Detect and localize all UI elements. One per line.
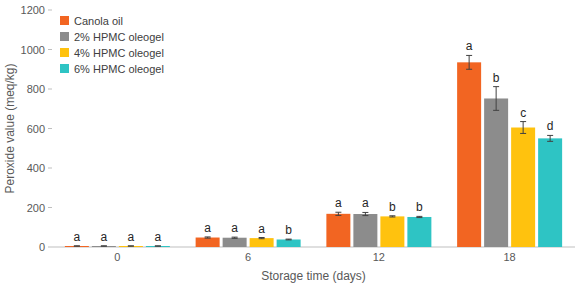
significance-letter: d xyxy=(547,119,554,133)
significance-letter: a xyxy=(155,230,162,244)
error-bar xyxy=(286,239,292,241)
y-tick xyxy=(48,128,52,129)
legend-swatch xyxy=(60,32,69,41)
error-bar xyxy=(335,212,341,215)
y-tick-label: 400 xyxy=(27,162,45,174)
bar xyxy=(250,238,274,247)
bar xyxy=(277,239,301,247)
legend-swatch xyxy=(60,48,69,57)
significance-letter: b xyxy=(493,71,500,85)
legend-label: 6% HPMC oleogel xyxy=(74,63,164,75)
x-axis-title: Storage time (days) xyxy=(261,269,366,283)
x-tick-label: 6 xyxy=(245,251,251,263)
y-tick xyxy=(48,89,52,90)
error-bar xyxy=(547,135,553,141)
y-tick xyxy=(48,247,52,248)
y-tick xyxy=(48,10,52,11)
significance-letter: a xyxy=(128,230,135,244)
error-bar xyxy=(416,216,422,217)
significance-letter: b xyxy=(389,200,396,214)
error-bar xyxy=(101,245,107,246)
letters: a a a a a a a b a a b c a b b d xyxy=(74,39,554,243)
bar xyxy=(484,98,508,247)
significance-letter: a xyxy=(74,230,81,244)
bar xyxy=(196,238,220,247)
significance-letter: a xyxy=(466,39,473,53)
significance-letter: a xyxy=(362,196,369,210)
bar xyxy=(65,246,89,247)
y-tick xyxy=(48,168,52,169)
legend-swatch xyxy=(60,64,69,73)
bar xyxy=(457,62,481,247)
bar xyxy=(511,128,535,247)
error-bar xyxy=(466,55,472,69)
legend-swatch xyxy=(60,16,69,25)
y-tick-label: 1000 xyxy=(21,44,45,56)
bar xyxy=(326,214,350,247)
y-tick-label: 800 xyxy=(27,83,45,95)
significance-letter: a xyxy=(101,230,108,244)
significance-letter: c xyxy=(520,106,526,120)
error-bar xyxy=(232,237,238,238)
y-tick xyxy=(48,207,52,208)
bar xyxy=(538,138,562,247)
bar xyxy=(407,217,431,247)
significance-letter: a xyxy=(204,221,211,235)
error-bar xyxy=(389,216,395,217)
error-bar xyxy=(74,245,80,246)
bar xyxy=(223,238,247,247)
significance-letter: b xyxy=(285,223,292,237)
error-bar xyxy=(362,212,368,215)
y-axis-title: Peroxide value (meq/kg) xyxy=(3,63,17,193)
significance-letter: a xyxy=(258,222,265,236)
legend-label: 2% HPMC oleogel xyxy=(74,31,164,43)
bar xyxy=(119,246,143,247)
bar xyxy=(146,246,170,247)
y-tick-label: 1200 xyxy=(21,4,45,16)
bar xyxy=(353,214,377,247)
x-tick-label: 12 xyxy=(373,251,385,263)
bar xyxy=(92,246,116,247)
bar xyxy=(380,216,404,247)
chart: 0 200 400 600 800 1000 1200 0 6 12 18 Storage time … xyxy=(0,0,583,295)
legend-label: 4% HPMC oleogel xyxy=(74,47,164,59)
legend: Canola oil 2% HPMC oleogel 4% HPMC oleogel… xyxy=(60,15,164,75)
significance-letter: b xyxy=(416,200,423,214)
error-bar xyxy=(493,87,499,111)
significance-letter: a xyxy=(231,221,238,235)
bars xyxy=(65,55,562,247)
y-tick-label: 600 xyxy=(27,123,45,135)
y-tick-label: 0 xyxy=(39,241,45,253)
error-bar xyxy=(155,245,161,246)
error-bar xyxy=(520,122,526,134)
error-bar xyxy=(205,237,211,238)
legend-label: Canola oil xyxy=(74,15,123,27)
y-tick-label: 200 xyxy=(27,202,45,214)
error-bar xyxy=(128,245,134,246)
x-tick-label: 18 xyxy=(504,251,516,263)
significance-letter: a xyxy=(335,196,342,210)
y-tick xyxy=(48,49,52,50)
error-bar xyxy=(259,238,265,239)
x-tick-label: 0 xyxy=(114,251,120,263)
